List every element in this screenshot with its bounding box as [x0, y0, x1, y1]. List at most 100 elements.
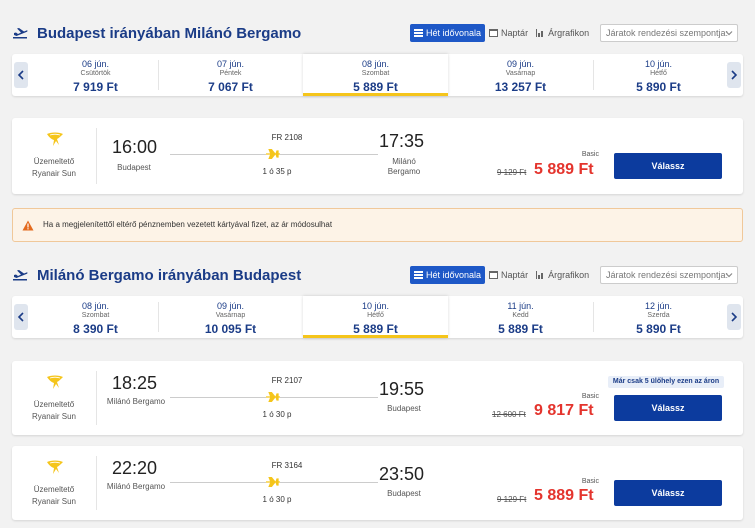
- outbound-title: Budapest irányában Milánó Bergamo: [37, 25, 302, 42]
- tab-label: Árgrafikon: [548, 28, 590, 38]
- next-week-button[interactable]: [727, 304, 741, 330]
- next-week-button[interactable]: [727, 62, 741, 88]
- bar-chart-icon: [536, 29, 544, 37]
- day-price: 5 889 Ft: [353, 80, 398, 94]
- select-flight-button[interactable]: Válassz: [614, 395, 722, 421]
- divider: [96, 456, 97, 510]
- day-price: 10 095 Ft: [204, 322, 257, 336]
- day-option-selected[interactable]: 08 jún. Szombat 5 889 Ft: [303, 54, 448, 96]
- chevron-right-icon: [731, 312, 738, 322]
- day-price: 7 919 Ft: [73, 80, 118, 94]
- chevron-right-icon: [731, 70, 738, 80]
- bar-chart-icon: [536, 271, 544, 279]
- day-date: 06 jún.: [81, 59, 110, 69]
- plane-depart-icon: [13, 28, 28, 39]
- chevron-down-icon: [725, 273, 733, 278]
- fare-type: Basic: [581, 151, 599, 158]
- plane-return-icon: [13, 270, 28, 281]
- flight-number: FR 2107: [271, 376, 303, 385]
- day-weekday: Csütörtök: [80, 70, 111, 77]
- arrive-time: 17:35: [379, 131, 425, 151]
- depart-city: Milánó Bergamo: [106, 482, 166, 491]
- day-date: 12 jún.: [644, 301, 673, 311]
- current-price: 5 889 Ft: [534, 487, 594, 504]
- day-weekday: Hétfő: [367, 312, 384, 319]
- list-icon: [414, 29, 423, 37]
- arrive-time: 19:55: [379, 379, 425, 399]
- select-flight-button[interactable]: Válassz: [614, 153, 722, 179]
- tab-price-chart[interactable]: Árgrafikon: [532, 266, 593, 284]
- current-price: 5 889 Ft: [534, 161, 594, 178]
- day-option[interactable]: 07 jún. Péntek 7 067 Ft: [159, 54, 302, 96]
- old-price: 9 129 Ft: [497, 168, 527, 177]
- day-weekday: Hétfő: [650, 70, 667, 77]
- old-price: 12 600 Ft: [492, 410, 526, 419]
- list-icon: [414, 271, 423, 279]
- day-option[interactable]: 11 jún. Kedd 5 889 Ft: [449, 296, 592, 338]
- flight-card: Üzemeltető Ryanair Sun 16:00 Budapest FR…: [12, 118, 743, 194]
- prev-week-button[interactable]: [14, 62, 28, 88]
- day-option[interactable]: 12 jún. Szerda 5 890 Ft: [594, 296, 723, 338]
- prev-week-button[interactable]: [14, 304, 28, 330]
- inbound-sort-select[interactable]: Járatok rendezési szempontja:: [600, 266, 738, 284]
- day-option[interactable]: 09 jún. Vasárnap 13 257 Ft: [449, 54, 592, 96]
- depart-time: 22:20: [112, 458, 158, 478]
- operator-name: Ryanair Sun: [31, 412, 77, 421]
- tab-label: Árgrafikon: [548, 270, 590, 280]
- divider: [96, 128, 97, 184]
- divider: [593, 302, 594, 332]
- day-option[interactable]: 10 jún. Hétfő 5 890 Ft: [594, 54, 723, 96]
- chevron-down-icon: [725, 31, 733, 36]
- seats-left-badge: Már csak 5 ülőhely ezen az áron: [608, 376, 724, 388]
- plane-icon: [266, 392, 280, 402]
- tab-week-timeline[interactable]: Hét idővonala: [410, 24, 486, 42]
- flight-card: Üzemeltető Ryanair Sun 22:20 Milánó Berg…: [12, 446, 743, 520]
- tab-week-timeline[interactable]: Hét idővonala: [410, 266, 486, 284]
- arrive-city: Budapest: [387, 489, 421, 498]
- flight-number: FR 3164: [271, 461, 303, 470]
- day-price: 13 257 Ft: [494, 80, 547, 94]
- outbound-header: Budapest irányában Milánó Bergamo Hét id…: [0, 24, 755, 46]
- day-weekday: Szombat: [361, 70, 390, 77]
- day-option-selected[interactable]: 10 jún. Hétfő 5 889 Ft: [303, 296, 448, 338]
- depart-city: Milánó Bergamo: [106, 397, 166, 406]
- currency-warning: Ha a megjelenítettől eltérő pénznemben v…: [12, 208, 743, 242]
- day-price: 5 889 Ft: [353, 322, 398, 336]
- sort-placeholder: Járatok rendezési szempontja:: [606, 270, 729, 280]
- day-option[interactable]: 06 jún. Csütörtök 7 919 Ft: [34, 54, 157, 96]
- chevron-left-icon: [17, 70, 24, 80]
- arrive-city: Milánó Bergamo: [387, 157, 421, 176]
- chevron-left-icon: [17, 312, 24, 322]
- plane-icon: [266, 477, 280, 487]
- fare-type: Basic: [581, 478, 599, 485]
- day-date: 08 jún.: [81, 301, 110, 311]
- operator-label: Üzemeltető: [33, 157, 75, 166]
- arrive-time: 23:50: [379, 464, 425, 484]
- depart-time: 16:00: [112, 137, 158, 157]
- old-price: 9 129 Ft: [497, 495, 527, 504]
- tab-label: Naptár: [501, 28, 529, 38]
- divider: [158, 60, 159, 90]
- select-flight-button[interactable]: Válassz: [614, 480, 722, 506]
- tab-calendar[interactable]: Naptár: [485, 266, 532, 284]
- tab-price-chart[interactable]: Árgrafikon: [532, 24, 593, 42]
- day-option[interactable]: 08 jún. Szombat 8 390 Ft: [34, 296, 157, 338]
- day-price: 5 889 Ft: [498, 322, 543, 336]
- operator-label: Üzemeltető: [33, 485, 75, 494]
- depart-time: 18:25: [112, 373, 158, 393]
- outbound-sort-select[interactable]: Járatok rendezési szempontja:: [600, 24, 738, 42]
- ryanair-logo-icon: [47, 375, 63, 389]
- tab-label: Hét idővonala: [426, 270, 482, 280]
- outbound-date-strip: 06 jún. Csütörtök 7 919 Ft 07 jún. Pénte…: [12, 54, 743, 96]
- divider: [158, 302, 159, 332]
- inbound-title: Milánó Bergamo irányában Budapest: [37, 267, 302, 284]
- plane-icon: [266, 149, 280, 159]
- operator-label: Üzemeltető: [33, 400, 75, 409]
- operator-name: Ryanair Sun: [31, 497, 77, 506]
- day-price: 7 067 Ft: [208, 80, 253, 94]
- tab-calendar[interactable]: Naptár: [485, 24, 532, 42]
- flight-duration: 1 ó 35 p: [262, 167, 292, 176]
- day-option[interactable]: 09 jún. Vasárnap 10 095 Ft: [159, 296, 302, 338]
- flight-number: FR 2108: [271, 133, 303, 142]
- inbound-date-strip: 08 jún. Szombat 8 390 Ft 09 jún. Vasárna…: [12, 296, 743, 338]
